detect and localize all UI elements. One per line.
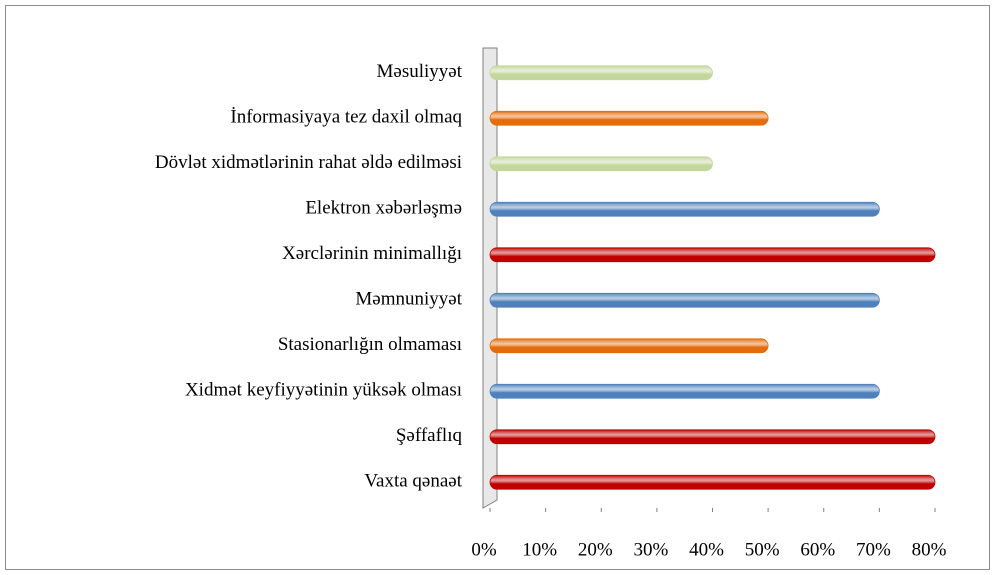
y-tick-label: Xidmət keyfiyyətinin yüksək olması bbox=[185, 380, 462, 401]
y-tick-label: Vaxta qənaət bbox=[364, 471, 462, 492]
x-tick-label: 60% bbox=[800, 539, 835, 560]
x-tick-label: 80% bbox=[912, 539, 947, 560]
y-tick-label: Məmnuniyyət bbox=[355, 289, 462, 310]
x-tick-label: 20% bbox=[578, 539, 613, 560]
bar-shading bbox=[489, 292, 880, 308]
x-tick-label: 40% bbox=[689, 539, 724, 560]
y-tick-label: İnformasiyaya tez daxil olmaq bbox=[230, 107, 462, 128]
y-tick-label: Şəffaflıq bbox=[396, 425, 463, 446]
y-tick-label: Məsuliyyət bbox=[377, 61, 463, 82]
bar-shading bbox=[489, 247, 936, 263]
bar-shading bbox=[489, 474, 936, 490]
x-tick-label: 10% bbox=[522, 539, 557, 560]
bar-shading bbox=[489, 383, 880, 399]
bar-shading bbox=[489, 65, 713, 81]
x-tick-label: 70% bbox=[856, 539, 891, 560]
x-tick-label: 30% bbox=[633, 539, 668, 560]
x-tick-label: 0% bbox=[471, 539, 497, 560]
bar-shading bbox=[489, 201, 880, 217]
y-tick-label: Xərclərinin minimallığı bbox=[282, 243, 462, 264]
bar-shading bbox=[489, 429, 936, 445]
bar-shading bbox=[489, 110, 769, 126]
bar-shading bbox=[489, 338, 769, 354]
bar-shading bbox=[489, 156, 713, 172]
y-tick-label: Dövlət xidmətlərinin rahat əldə edilməsi bbox=[155, 152, 462, 173]
y-tick-label: Elektron xəbərləşmə bbox=[305, 198, 462, 219]
y-tick-label: Stasionarlığın olmaması bbox=[278, 334, 462, 355]
x-tick-label: 50% bbox=[745, 539, 780, 560]
